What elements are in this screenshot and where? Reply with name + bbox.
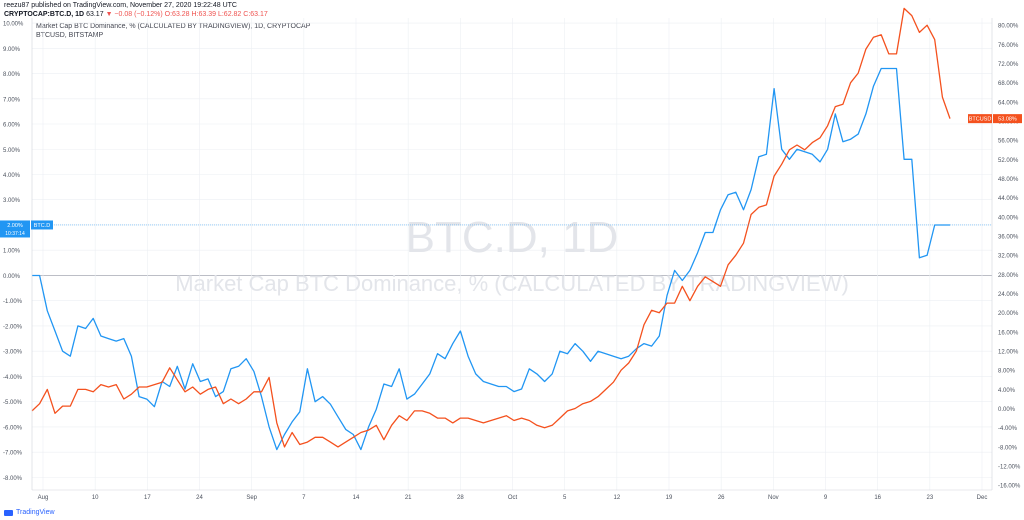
left-tick-label: -7.00%: [3, 451, 23, 457]
series-line-btcusd: [31, 7, 951, 448]
left-tick-label: 5.00%: [3, 148, 21, 154]
x-tick-label: Nov: [768, 495, 779, 501]
left-axis[interactable]: 10.00% 9.00% 8.00% 7.00% 6.00% 5.00% 4.00% 3.00…: [3, 18, 33, 490]
series1-title: Market Cap BTC Dominance, % (CALCULATED …: [36, 23, 311, 30]
left-tick-label: -3.00%: [3, 350, 23, 356]
btcd-last-value-tag: 2.00% 10:37:14: [0, 220, 30, 238]
right-tick-label: 72.00%: [998, 62, 1019, 68]
publish-line: reezu87 published on TradingView.com, No…: [4, 2, 237, 9]
watermark-symbol: BTC.D, 1D: [406, 213, 619, 262]
right-tick-label: 8.00%: [998, 369, 1016, 375]
svg-text:10:37:14: 10:37:14: [5, 231, 25, 237]
left-tick-label: -2.00%: [3, 324, 23, 330]
tradingview-logo-text: TradingView: [16, 509, 55, 516]
left-tick-label: 1.00%: [3, 249, 21, 255]
right-tick-label: 20.00%: [998, 311, 1019, 317]
svg-text:BTC.D: BTC.D: [34, 223, 51, 229]
right-tick-label: 0.00%: [998, 407, 1016, 413]
symbol-name[interactable]: CRYPTOCAP:BTC.D, 1D: [4, 11, 85, 18]
x-tick-label: 14: [353, 495, 360, 501]
symbol-line: CRYPTOCAP:BTC.D, 1D 63.17 ▼ −0.08 (−0.12…: [4, 11, 268, 18]
x-tick-label: 12: [613, 495, 620, 501]
right-tick-label: 64.00%: [998, 100, 1019, 106]
left-tick-label: 6.00%: [3, 123, 21, 129]
x-tick-label: 5: [563, 495, 567, 501]
left-tick-label: 9.00%: [3, 47, 21, 53]
x-tick-label: 9: [824, 495, 828, 501]
x-tick-label: Sep: [246, 495, 257, 501]
tradingview-logo-icon: [4, 509, 13, 516]
x-tick-label: 7: [302, 495, 306, 501]
left-tick-label: 8.00%: [3, 72, 21, 78]
last-value-labels: 2.00% 10:37:14 BTC.D BTCUSD 53.08%: [0, 114, 1022, 238]
right-tick-label: -12.00%: [998, 465, 1021, 471]
ohlc-values: O:63.28 H:63.39 L:62.82 C:63.17: [164, 11, 268, 18]
btcd-name-tag: BTC.D: [31, 220, 53, 230]
watermark-description: Market Cap BTC Dominance, % (CALCULATED …: [175, 271, 849, 296]
x-tick-label: 19: [666, 495, 673, 501]
right-tick-label: 16.00%: [998, 330, 1019, 336]
x-tick-label: 23: [926, 495, 933, 501]
right-tick-label: 28.00%: [998, 273, 1019, 279]
right-tick-label: 32.00%: [998, 254, 1019, 260]
right-tick-label: 76.00%: [998, 43, 1019, 49]
x-tick-label: Dec: [977, 495, 988, 501]
x-tick-label: 10: [92, 495, 99, 501]
right-tick-label: 40.00%: [998, 215, 1019, 221]
last-price: 63.17: [86, 11, 104, 18]
svg-text:53.08%: 53.08%: [998, 117, 1017, 123]
x-tick-label: Aug: [38, 495, 49, 501]
svg-text:2.00%: 2.00%: [7, 223, 23, 229]
x-tick-label: Oct: [508, 495, 518, 501]
left-tick-label: -8.00%: [3, 476, 23, 482]
left-tick-label: -4.00%: [3, 375, 23, 381]
left-tick-label: 10.00%: [3, 22, 24, 28]
x-tick-label: 21: [405, 495, 412, 501]
time-axis[interactable]: Aug 10 17 24 Sep 7 14 21 28 Oct 5 12 19 26 Nov 9 16 23 Dec: [32, 489, 992, 501]
btcusd-last-value-tag: BTCUSD 53.08%: [968, 114, 1022, 124]
right-tick-label: -16.00%: [998, 484, 1021, 490]
left-tick-label: -6.00%: [3, 425, 23, 431]
left-tick-label: -5.00%: [3, 400, 23, 406]
left-tick-label: 7.00%: [3, 97, 21, 103]
right-tick-label: 12.00%: [998, 350, 1019, 356]
svg-text:BTCUSD: BTCUSD: [969, 117, 992, 123]
left-tick-label: 4.00%: [3, 173, 21, 179]
series2-title: BTCUSD, BITSTAMP: [36, 32, 104, 39]
left-tick-label: -1.00%: [3, 299, 23, 305]
right-tick-label: 56.00%: [998, 139, 1019, 145]
left-tick-label: 0.00%: [3, 274, 21, 280]
right-tick-label: 4.00%: [998, 388, 1016, 394]
x-tick-label: 24: [196, 495, 203, 501]
right-tick-label: 36.00%: [998, 235, 1019, 241]
left-tick-label: 3.00%: [3, 198, 21, 204]
series-lines: [31, 7, 951, 451]
right-tick-label: 52.00%: [998, 158, 1019, 164]
series-line-btc-d: [32, 67, 950, 451]
right-tick-label: 68.00%: [998, 81, 1019, 87]
right-tick-label: 44.00%: [998, 196, 1019, 202]
tradingview-logo[interactable]: TradingView: [4, 509, 55, 516]
right-tick-label: 80.00%: [998, 24, 1019, 30]
right-axis[interactable]: 80.00%76.00%72.00%68.00%64.00%60.00%56.0…: [991, 18, 1021, 490]
right-tick-label: -4.00%: [998, 426, 1018, 432]
price-change: ▼ −0.08 (−0.12%): [105, 11, 163, 18]
right-tick-label: -8.00%: [998, 445, 1018, 451]
x-tick-label: 17: [144, 495, 151, 501]
right-tick-label: 24.00%: [998, 292, 1019, 298]
watermark: BTC.D, 1D Market Cap BTC Dominance, % (CA…: [175, 213, 849, 296]
x-tick-label: 16: [874, 495, 881, 501]
x-tick-label: 28: [457, 495, 464, 501]
right-tick-label: 48.00%: [998, 177, 1019, 183]
x-tick-label: 26: [718, 495, 725, 501]
